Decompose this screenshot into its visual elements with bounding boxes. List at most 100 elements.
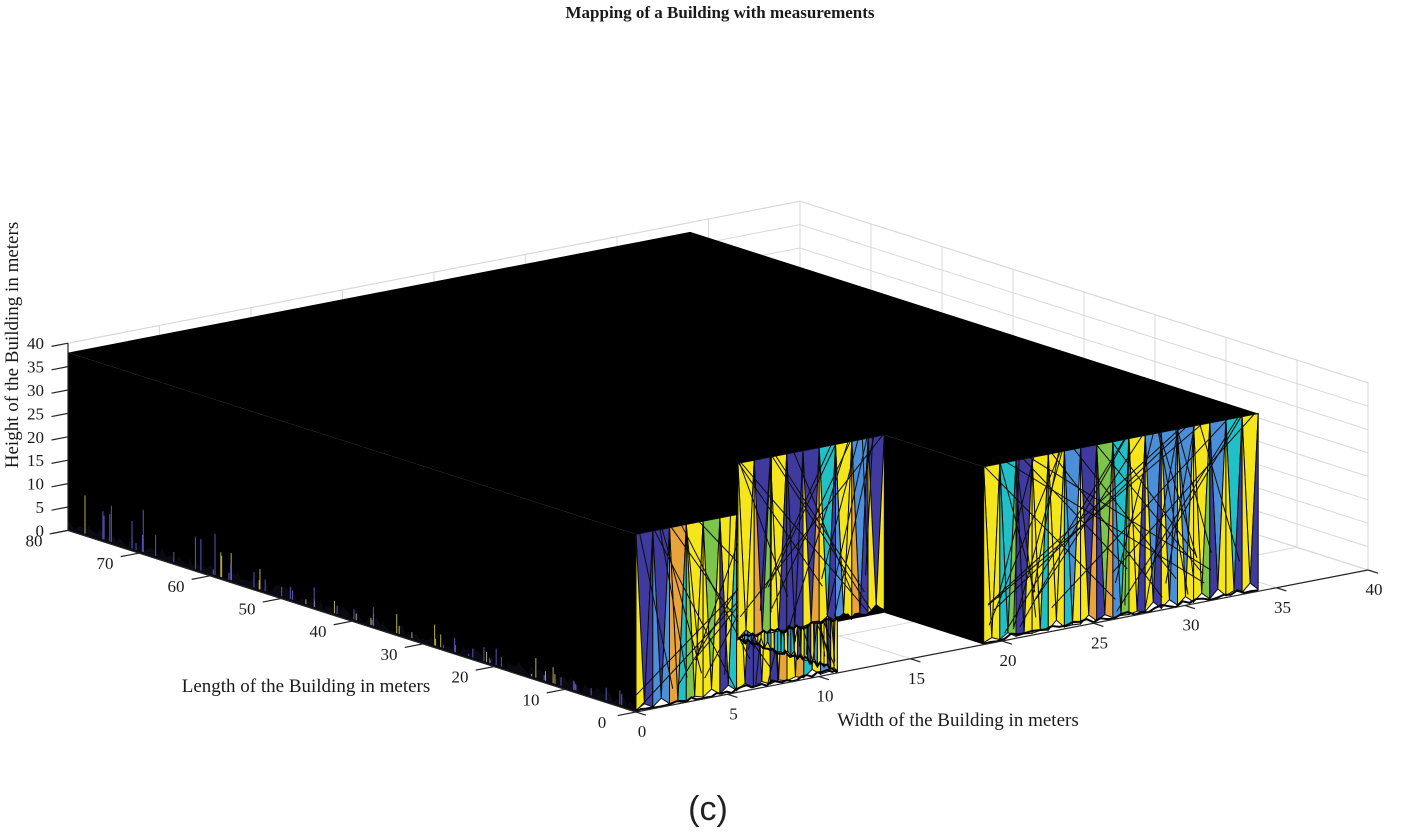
x-tick (1276, 587, 1287, 592)
base-edge (635, 668, 838, 713)
y-tick (262, 597, 282, 603)
z-tick (51, 483, 69, 488)
mesh-edge (770, 456, 773, 613)
z-tick (51, 436, 69, 441)
z-tick-label: 0 (36, 521, 45, 540)
mesh-edge (1176, 429, 1212, 553)
surface-facet (1249, 413, 1259, 591)
y-tick (120, 552, 140, 558)
z-tick-label: 5 (36, 498, 45, 517)
y-tick-label: 40 (310, 622, 327, 641)
wall-left (68, 352, 636, 712)
mesh-edge (997, 456, 1035, 599)
z-tick (51, 412, 69, 418)
z-tick (51, 389, 69, 394)
x-tick (1184, 604, 1196, 610)
notch-wall-back (737, 434, 885, 641)
mesh-edge (826, 438, 868, 616)
x-axis-label: Width of the Building in meters (837, 710, 1078, 731)
mesh-edge (739, 434, 883, 618)
x-tick-label: 35 (1274, 598, 1291, 617)
mesh-edge (771, 456, 872, 610)
mesh-edge (1023, 458, 1128, 570)
surface-plot: 0510152025303540010203040506070800510152… (2, 3, 1383, 741)
x-tick-label: 0 (638, 722, 647, 741)
z-tick-label: 35 (27, 358, 44, 377)
y-tick-label: 50 (239, 600, 256, 619)
mesh-edge (1035, 435, 1143, 600)
mesh-edge (1165, 425, 1195, 584)
x-tick (1367, 569, 1379, 574)
base-edge (737, 607, 885, 640)
gridline (67, 200, 801, 344)
mesh-edge (1157, 432, 1189, 595)
surface-facet (1225, 419, 1235, 597)
mesh-edge (1111, 441, 1197, 556)
y-tick-label: 60 (168, 577, 185, 596)
mesh-edge (1051, 419, 1228, 609)
surface-facet (851, 441, 861, 618)
axes: 0510152025303540010203040506070800510152… (26, 334, 1383, 741)
y-tick (333, 620, 353, 626)
z-tick-label: 20 (27, 428, 44, 447)
mesh-edge (1013, 459, 1020, 627)
y-axis-label: Length of the Building in meters (182, 676, 431, 697)
mesh-edge (1073, 448, 1177, 579)
y-tick (404, 643, 424, 649)
mesh-edge (1145, 416, 1242, 576)
surface-facet (802, 450, 812, 628)
y-tick-label: 10 (523, 690, 540, 709)
y-tick (546, 688, 566, 694)
y-tick-label: 80 (26, 531, 43, 550)
mesh-edge (1175, 429, 1195, 580)
mesh-edge (1004, 439, 1125, 634)
x-tick (818, 675, 830, 681)
mesh-edge (1096, 444, 1204, 575)
mesh-edge (661, 528, 702, 674)
x-tick-label: 20 (1000, 651, 1017, 670)
x-tick (910, 658, 921, 663)
mesh-edge (1144, 428, 1179, 608)
mesh-edge (988, 451, 1061, 626)
surface-facet (1193, 425, 1203, 604)
x-tick-label: 40 (1366, 580, 1383, 599)
wall-notch-left-mass (884, 434, 984, 645)
mesh-edge (1006, 461, 1205, 584)
z-tick-label: 15 (27, 451, 44, 470)
surface-facet (702, 521, 713, 699)
y-tick-label: 30 (381, 645, 398, 664)
y-tick (475, 666, 495, 671)
front-wall-right (983, 412, 1259, 645)
mesh-edge (1158, 432, 1198, 558)
mesh-edge (1019, 439, 1126, 627)
mesh-edge (1029, 457, 1212, 571)
z-tick (51, 529, 69, 535)
mesh-edge (738, 462, 823, 587)
mesh-edge (1051, 453, 1163, 598)
surface-facet (1128, 438, 1138, 616)
building-surface (67, 231, 1259, 713)
surface-facet (983, 466, 993, 644)
z-tick (51, 506, 69, 511)
z-tick (51, 342, 69, 347)
mesh-edge (993, 427, 1186, 611)
gridline (799, 224, 1369, 407)
mesh-edge (1032, 452, 1060, 594)
figure-caption: (c) (688, 790, 728, 828)
x-tick-label: 25 (1091, 633, 1108, 652)
ground-noise (67, 521, 637, 713)
z-tick-label: 30 (27, 381, 44, 400)
base-edge (737, 637, 838, 674)
mesh-edge (1012, 451, 1063, 630)
x-tick (1001, 640, 1013, 645)
mesh-edge (739, 462, 789, 597)
mesh-edge (659, 529, 688, 678)
x-tick-label: 10 (817, 687, 834, 706)
y-tick (191, 575, 211, 580)
surface-facet (769, 456, 780, 634)
z-axis-label: Height of the Building in meters (2, 222, 23, 468)
surface-facet (1144, 435, 1154, 613)
gridline (799, 247, 1369, 431)
mesh-edge (1116, 417, 1239, 612)
